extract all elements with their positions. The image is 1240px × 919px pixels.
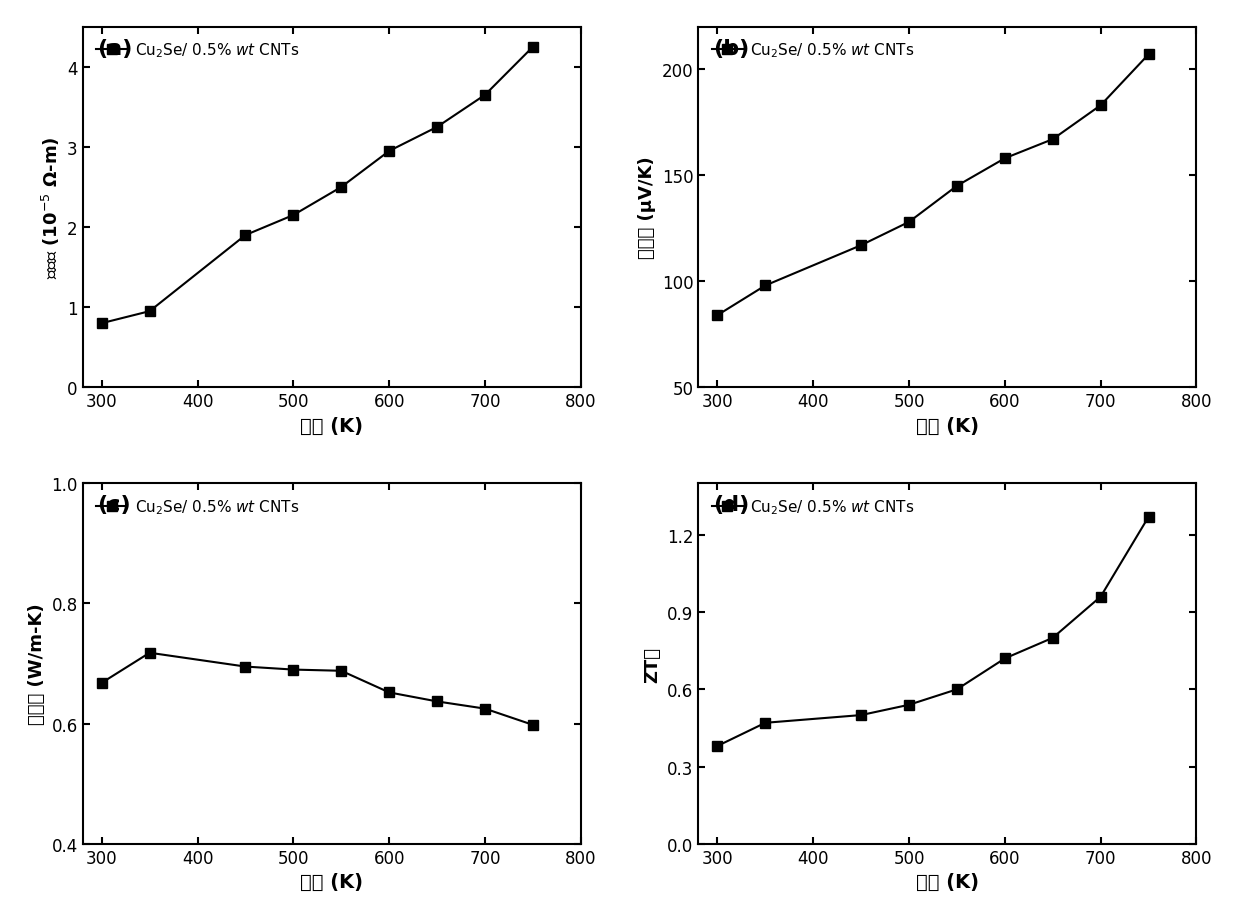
X-axis label: 温度 (K): 温度 (K) bbox=[300, 872, 363, 891]
Cu$_2$Se/ 0.5% $wt$ CNTs bbox=[286, 664, 301, 675]
Cu$_2$Se/ 0.5% $wt$ CNTs bbox=[238, 231, 253, 242]
Cu$_2$Se/ 0.5% $wt$ CNTs bbox=[711, 741, 725, 752]
Line: Cu$_2$Se/ 0.5% $wt$ CNTs: Cu$_2$Se/ 0.5% $wt$ CNTs bbox=[97, 648, 538, 730]
Y-axis label: 热导率 (W/m-K): 热导率 (W/m-K) bbox=[27, 603, 46, 724]
Line: Cu$_2$Se/ 0.5% $wt$ CNTs: Cu$_2$Se/ 0.5% $wt$ CNTs bbox=[97, 43, 538, 329]
Cu$_2$Se/ 0.5% $wt$ CNTs bbox=[477, 90, 492, 101]
Cu$_2$Se/ 0.5% $wt$ CNTs bbox=[901, 217, 916, 228]
Cu$_2$Se/ 0.5% $wt$ CNTs bbox=[429, 122, 444, 133]
Cu$_2$Se/ 0.5% $wt$ CNTs bbox=[950, 684, 965, 695]
Cu$_2$Se/ 0.5% $wt$ CNTs bbox=[1094, 100, 1109, 111]
Cu$_2$Se/ 0.5% $wt$ CNTs bbox=[477, 703, 492, 714]
Cu$_2$Se/ 0.5% $wt$ CNTs bbox=[429, 696, 444, 707]
Line: Cu$_2$Se/ 0.5% $wt$ CNTs: Cu$_2$Se/ 0.5% $wt$ CNTs bbox=[713, 51, 1153, 321]
Cu$_2$Se/ 0.5% $wt$ CNTs bbox=[382, 146, 397, 157]
Text: (c): (c) bbox=[98, 494, 131, 515]
Legend: Cu$_2$Se/ 0.5% $wt$ CNTs: Cu$_2$Se/ 0.5% $wt$ CNTs bbox=[91, 35, 305, 66]
X-axis label: 温度 (K): 温度 (K) bbox=[916, 416, 978, 436]
Cu$_2$Se/ 0.5% $wt$ CNTs bbox=[758, 280, 773, 291]
Cu$_2$Se/ 0.5% $wt$ CNTs bbox=[1045, 632, 1060, 643]
Text: (d): (d) bbox=[713, 494, 749, 515]
Y-axis label: 塞贝克 (μV/K): 塞贝克 (μV/K) bbox=[639, 156, 656, 259]
Cu$_2$Se/ 0.5% $wt$ CNTs bbox=[1045, 134, 1060, 145]
Cu$_2$Se/ 0.5% $wt$ CNTs bbox=[758, 718, 773, 729]
Cu$_2$Se/ 0.5% $wt$ CNTs bbox=[286, 210, 301, 221]
Cu$_2$Se/ 0.5% $wt$ CNTs bbox=[1094, 592, 1109, 603]
Cu$_2$Se/ 0.5% $wt$ CNTs bbox=[143, 648, 157, 659]
Cu$_2$Se/ 0.5% $wt$ CNTs bbox=[526, 42, 541, 53]
Cu$_2$Se/ 0.5% $wt$ CNTs bbox=[997, 653, 1012, 664]
Text: (a): (a) bbox=[98, 39, 133, 59]
Legend: Cu$_2$Se/ 0.5% $wt$ CNTs: Cu$_2$Se/ 0.5% $wt$ CNTs bbox=[91, 492, 305, 522]
Y-axis label: 电阻率 (10$^{-5}$ Ω-m): 电阻率 (10$^{-5}$ Ω-m) bbox=[40, 137, 62, 279]
Legend: Cu$_2$Se/ 0.5% $wt$ CNTs: Cu$_2$Se/ 0.5% $wt$ CNTs bbox=[706, 35, 920, 66]
Y-axis label: ZT值: ZT值 bbox=[644, 646, 661, 682]
Cu$_2$Se/ 0.5% $wt$ CNTs bbox=[901, 699, 916, 710]
Cu$_2$Se/ 0.5% $wt$ CNTs bbox=[997, 153, 1012, 165]
Cu$_2$Se/ 0.5% $wt$ CNTs bbox=[143, 306, 157, 317]
Legend: Cu$_2$Se/ 0.5% $wt$ CNTs: Cu$_2$Se/ 0.5% $wt$ CNTs bbox=[706, 492, 920, 522]
Cu$_2$Se/ 0.5% $wt$ CNTs bbox=[334, 182, 348, 193]
Cu$_2$Se/ 0.5% $wt$ CNTs bbox=[1141, 512, 1156, 523]
Cu$_2$Se/ 0.5% $wt$ CNTs bbox=[1141, 50, 1156, 61]
Cu$_2$Se/ 0.5% $wt$ CNTs bbox=[853, 241, 868, 252]
Cu$_2$Se/ 0.5% $wt$ CNTs bbox=[94, 677, 109, 688]
Cu$_2$Se/ 0.5% $wt$ CNTs bbox=[950, 181, 965, 192]
Line: Cu$_2$Se/ 0.5% $wt$ CNTs: Cu$_2$Se/ 0.5% $wt$ CNTs bbox=[713, 513, 1153, 751]
X-axis label: 温度 (K): 温度 (K) bbox=[916, 872, 978, 891]
Cu$_2$Se/ 0.5% $wt$ CNTs bbox=[853, 709, 868, 720]
Cu$_2$Se/ 0.5% $wt$ CNTs bbox=[334, 665, 348, 676]
Cu$_2$Se/ 0.5% $wt$ CNTs bbox=[526, 720, 541, 731]
Cu$_2$Se/ 0.5% $wt$ CNTs bbox=[711, 311, 725, 322]
Text: (b): (b) bbox=[713, 39, 749, 59]
Cu$_2$Se/ 0.5% $wt$ CNTs bbox=[94, 318, 109, 329]
Cu$_2$Se/ 0.5% $wt$ CNTs bbox=[238, 662, 253, 673]
Cu$_2$Se/ 0.5% $wt$ CNTs bbox=[382, 687, 397, 698]
X-axis label: 温度 (K): 温度 (K) bbox=[300, 416, 363, 436]
